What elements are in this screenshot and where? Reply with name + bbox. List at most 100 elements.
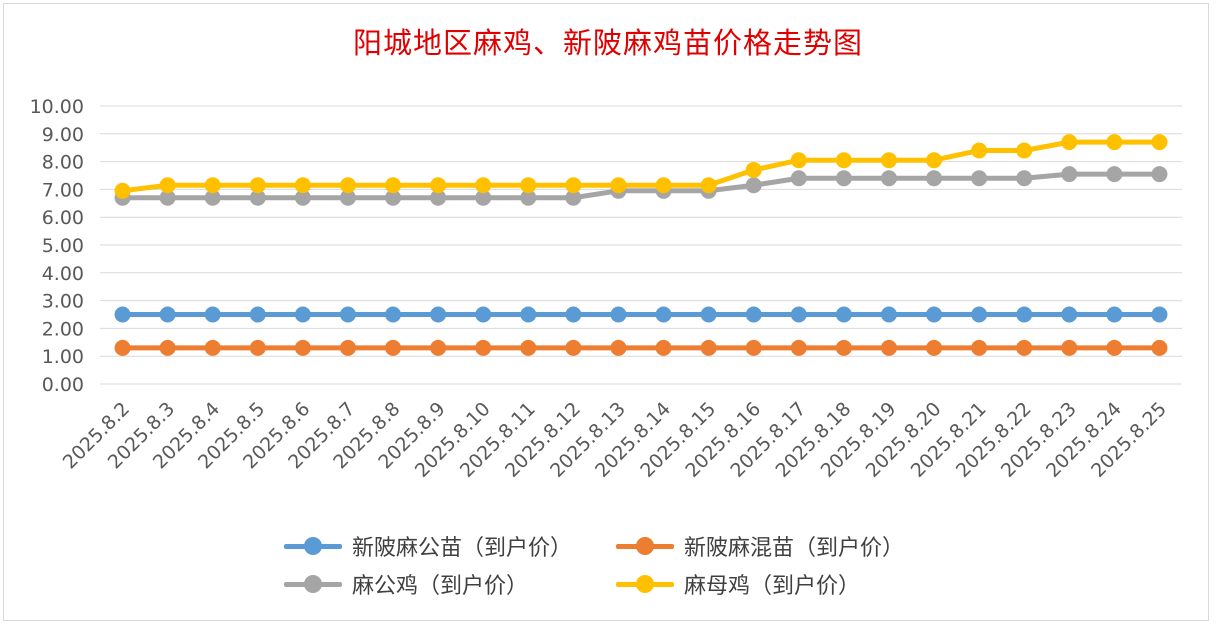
series-1-point-17 xyxy=(880,306,897,323)
legend-label-series-4: 麻母鸡（到户价） xyxy=(684,574,861,599)
series-2-point-14 xyxy=(745,339,762,356)
series-1-point-9 xyxy=(520,306,537,323)
series-4-point-17 xyxy=(880,152,897,169)
series-2-point-9 xyxy=(520,339,537,356)
series-2-point-21 xyxy=(1061,339,1078,356)
series-3-point-20 xyxy=(1016,170,1033,187)
series-4-point-11 xyxy=(610,177,627,194)
series-2-point-0 xyxy=(114,339,131,356)
series-4-point-6 xyxy=(385,177,402,194)
series-4-point-8 xyxy=(475,177,492,194)
series-4-point-0 xyxy=(114,182,131,199)
series-1-point-12 xyxy=(655,306,672,323)
legend-item-series-2: 新陂麻混苗（到户价） xyxy=(616,528,904,564)
y-tick-label-0: 0.00 xyxy=(42,374,84,396)
y-tick-label-4: 4.00 xyxy=(42,263,84,285)
series-1-point-20 xyxy=(1016,306,1033,323)
series-4-point-20 xyxy=(1016,142,1033,159)
series-1-point-0 xyxy=(114,306,131,323)
series-2-point-17 xyxy=(880,339,897,356)
series-1-point-22 xyxy=(1106,306,1123,323)
y-tick-label-3: 3.00 xyxy=(42,291,84,313)
y-tick-label-10: 10.00 xyxy=(30,96,84,118)
series-1-point-11 xyxy=(610,306,627,323)
series-4-point-9 xyxy=(520,177,537,194)
series-3-point-15 xyxy=(790,170,807,187)
series-2-point-23 xyxy=(1151,339,1168,356)
legend-label-series-1: 新陂麻公苗（到户价） xyxy=(352,536,573,561)
series-4-point-16 xyxy=(835,152,852,169)
series-3-point-22 xyxy=(1106,166,1123,183)
series-3-point-3 xyxy=(249,189,266,206)
series-2-point-15 xyxy=(790,339,807,356)
series-3-point-8 xyxy=(475,189,492,206)
series-1-point-19 xyxy=(971,306,988,323)
series-4-point-5 xyxy=(339,177,356,194)
series-2-point-11 xyxy=(610,339,627,356)
series-3-point-10 xyxy=(565,189,582,206)
series-4-point-3 xyxy=(249,177,266,194)
legend-item-series-4: 麻母鸡（到户价） xyxy=(616,566,860,602)
y-tick-label-7: 7.00 xyxy=(42,179,84,201)
series-4-point-2 xyxy=(204,177,221,194)
series-1-point-7 xyxy=(430,306,447,323)
series-1-point-16 xyxy=(835,306,852,323)
series-2-point-6 xyxy=(385,339,402,356)
series-4-point-22 xyxy=(1106,134,1123,151)
series-1-point-1 xyxy=(159,306,176,323)
series-3-point-4 xyxy=(294,189,311,206)
legend-swatch-series-3 xyxy=(284,574,342,594)
legend-swatch-series-4 xyxy=(616,574,674,594)
y-tick-label-8: 8.00 xyxy=(42,152,84,174)
series-1-point-4 xyxy=(294,306,311,323)
series-1-point-13 xyxy=(700,306,717,323)
series-2-point-3 xyxy=(249,339,266,356)
series-1-point-18 xyxy=(926,306,943,323)
series-4-point-7 xyxy=(430,177,447,194)
series-1-point-14 xyxy=(745,306,762,323)
series-4-point-15 xyxy=(790,152,807,169)
y-tick-label-9: 9.00 xyxy=(42,124,84,146)
series-3-point-2 xyxy=(204,189,221,206)
series-3-point-6 xyxy=(385,189,402,206)
y-tick-label-6: 6.00 xyxy=(42,207,84,229)
series-4-point-12 xyxy=(655,177,672,194)
series-4-point-4 xyxy=(294,177,311,194)
series-2-point-22 xyxy=(1106,339,1123,356)
series-2-point-1 xyxy=(159,339,176,356)
series-3-point-19 xyxy=(971,170,988,187)
y-tick-label-5: 5.00 xyxy=(42,235,84,257)
series-4-point-13 xyxy=(700,177,717,194)
series-2-point-19 xyxy=(971,339,988,356)
series-2-point-5 xyxy=(339,339,356,356)
series-1-point-10 xyxy=(565,306,582,323)
series-4-point-1 xyxy=(159,177,176,194)
series-2-point-4 xyxy=(294,339,311,356)
legend-label-series-3: 麻公鸡（到户价） xyxy=(352,574,529,599)
series-3-point-23 xyxy=(1151,166,1168,183)
series-1-point-23 xyxy=(1151,306,1168,323)
legend-swatch-series-1 xyxy=(284,536,342,556)
series-2-point-7 xyxy=(430,339,447,356)
series-2-point-10 xyxy=(565,339,582,356)
series-3-point-1 xyxy=(159,189,176,206)
series-3-point-18 xyxy=(926,170,943,187)
series-2-point-13 xyxy=(700,339,717,356)
series-4-point-21 xyxy=(1061,134,1078,151)
series-3-point-9 xyxy=(520,189,537,206)
series-line-4 xyxy=(120,139,1162,194)
series-1-point-15 xyxy=(790,306,807,323)
legend-label-series-2: 新陂麻混苗（到户价） xyxy=(684,536,905,561)
series-4-point-18 xyxy=(926,152,943,169)
series-3-point-5 xyxy=(339,189,356,206)
series-1-point-6 xyxy=(385,306,402,323)
series-1-point-21 xyxy=(1061,306,1078,323)
series-4-point-10 xyxy=(565,177,582,194)
series-3-point-17 xyxy=(880,170,897,187)
series-3-point-21 xyxy=(1061,166,1078,183)
series-1-point-8 xyxy=(475,306,492,323)
series-4-point-19 xyxy=(971,142,988,159)
series-2-point-8 xyxy=(475,339,492,356)
series-4-point-14 xyxy=(745,161,762,178)
